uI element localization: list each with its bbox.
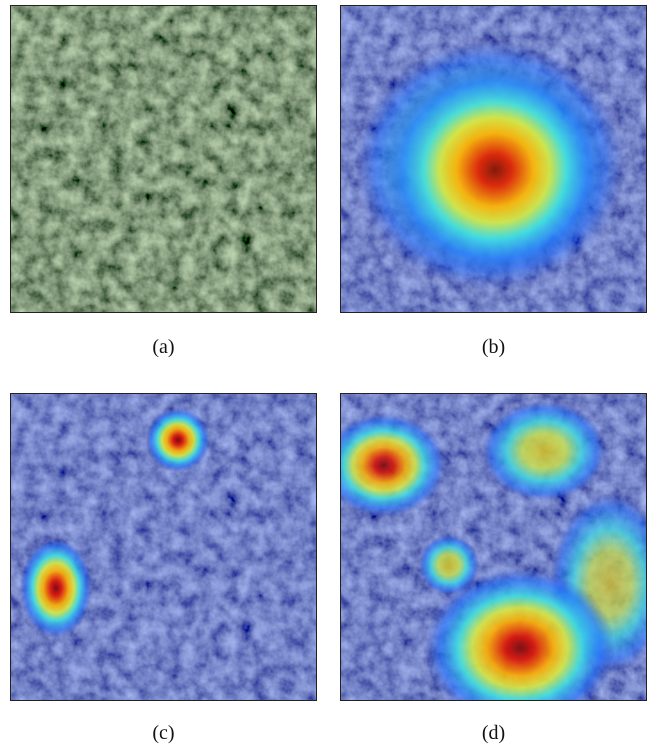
caption: (d) xyxy=(481,722,506,744)
caption: (b) xyxy=(481,336,506,358)
caption: (c) xyxy=(152,722,175,744)
image-d xyxy=(340,393,647,701)
image-c xyxy=(10,393,317,701)
image-a xyxy=(10,5,317,313)
caption: (a) xyxy=(152,336,175,358)
image-b xyxy=(340,5,647,313)
